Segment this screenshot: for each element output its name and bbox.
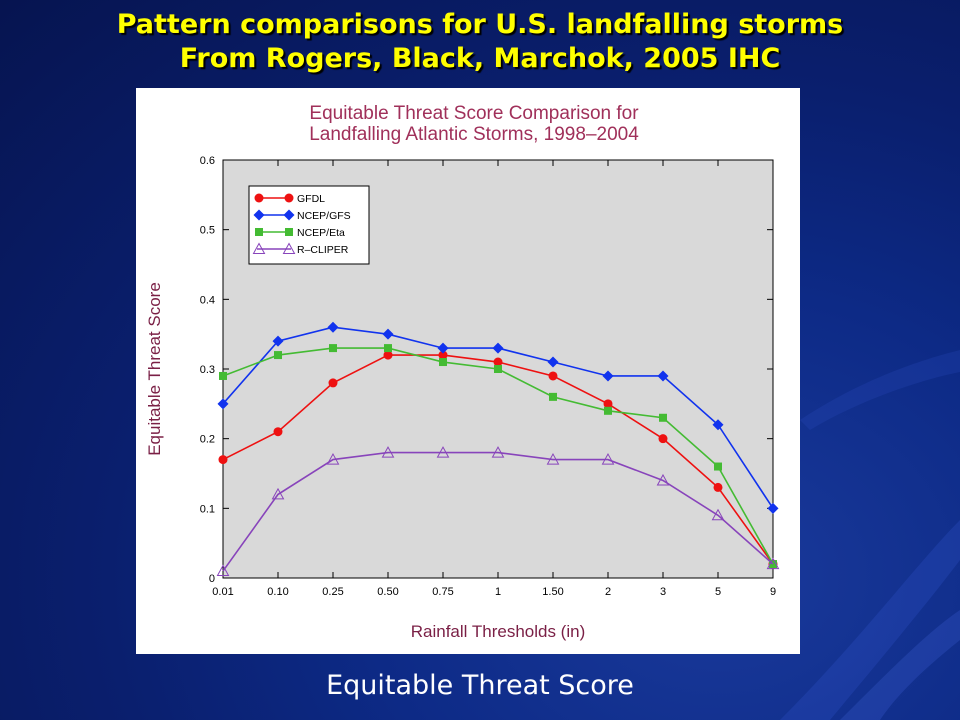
data-point xyxy=(219,371,227,380)
data-point xyxy=(493,357,503,367)
data-point xyxy=(271,487,285,500)
legend-box xyxy=(248,185,370,265)
data-point xyxy=(384,344,392,353)
data-point xyxy=(711,508,725,521)
slide-title-line1: Pattern comparisons for U.S. landfalling… xyxy=(116,9,844,40)
x-tick-label: 0.10 xyxy=(267,586,288,598)
legend-marker xyxy=(283,209,295,221)
legend-marker xyxy=(282,242,296,254)
data-point xyxy=(491,446,505,458)
chart-figure: Equitable Threat Score Comparison for La… xyxy=(136,88,800,654)
data-point xyxy=(601,453,615,465)
y-tick-label: 0 xyxy=(209,573,215,585)
data-point xyxy=(602,370,614,382)
data-point xyxy=(712,419,724,431)
series-3 xyxy=(216,446,780,577)
x-tick-label: 0.50 xyxy=(377,586,398,598)
legend-entry: NCEP/GFS xyxy=(253,209,351,222)
data-point xyxy=(657,370,669,382)
legend-label: GFDL xyxy=(297,193,325,205)
data-point xyxy=(218,455,228,465)
legend-marker xyxy=(285,228,293,236)
data-point xyxy=(714,462,722,471)
data-point xyxy=(713,482,723,492)
y-axis-label: Equitable Threat Score xyxy=(145,282,164,456)
data-point xyxy=(381,446,395,458)
y-tick-label: 0.1 xyxy=(200,503,215,515)
data-point xyxy=(437,342,449,354)
legend-label: NCEP/GFS xyxy=(297,210,351,222)
data-point xyxy=(328,378,338,388)
legend-marker xyxy=(253,209,265,221)
x-axis-label: Rainfall Thresholds (in) xyxy=(411,622,585,641)
data-point xyxy=(272,335,284,347)
data-point xyxy=(436,446,450,458)
data-point xyxy=(217,398,229,410)
chart-title-line2: Landfalling Atlantic Storms, 1998–2004 xyxy=(309,124,639,145)
data-point xyxy=(329,344,337,353)
chart-title-line1: Equitable Threat Score Comparison for xyxy=(309,103,639,124)
data-point xyxy=(604,406,612,415)
data-point xyxy=(273,427,283,437)
data-point xyxy=(547,356,559,368)
series-line xyxy=(222,451,774,572)
series-1 xyxy=(217,321,779,514)
x-tick-label: 5 xyxy=(715,586,721,598)
x-tick-label: 3 xyxy=(660,586,666,598)
x-tick-label: 1.50 xyxy=(542,586,563,598)
y-tick-label: 0.4 xyxy=(200,294,215,306)
data-point xyxy=(658,434,668,444)
data-point xyxy=(767,502,779,514)
slide-title: Pattern comparisons for U.S. landfalling… xyxy=(0,8,960,76)
data-point xyxy=(438,350,448,360)
legend-marker xyxy=(254,193,264,203)
x-tick-label: 0.25 xyxy=(322,586,343,598)
data-point xyxy=(439,358,447,367)
x-tick-label: 9 xyxy=(770,586,776,598)
data-point xyxy=(546,453,560,465)
legend-marker xyxy=(284,193,294,203)
legend-marker xyxy=(252,242,266,254)
data-point xyxy=(603,399,613,409)
legend-label: NCEP/Eta xyxy=(297,227,345,239)
data-point xyxy=(327,321,339,333)
legend-marker xyxy=(255,228,263,236)
y-tick-label: 0.5 xyxy=(200,225,215,237)
data-point xyxy=(656,473,670,486)
x-tick-label: 0.75 xyxy=(432,586,453,598)
data-point xyxy=(274,351,282,360)
y-tick-label: 0.3 xyxy=(200,364,215,376)
legend-entry: GFDL xyxy=(254,193,325,205)
data-point xyxy=(549,392,557,401)
x-tick-label: 2 xyxy=(605,586,611,598)
data-point xyxy=(548,371,558,381)
data-point xyxy=(382,328,394,340)
slide-caption: Equitable Threat Score xyxy=(326,670,634,701)
data-point xyxy=(766,557,780,570)
data-point xyxy=(326,453,340,465)
slide-title-line2: From Rogers, Black, Marchok, 2005 IHC xyxy=(179,43,781,74)
data-point xyxy=(216,564,230,577)
legend-entry: R–CLIPER xyxy=(252,242,349,256)
data-point xyxy=(659,413,667,422)
y-tick-label: 0.2 xyxy=(200,434,215,446)
ets-line-chart: Equitable Threat Score Comparison for La… xyxy=(145,103,780,641)
x-tick-label: 1 xyxy=(495,586,501,598)
x-tick-label: 0.01 xyxy=(212,586,233,598)
data-point xyxy=(494,365,502,373)
legend-label: R–CLIPER xyxy=(297,244,349,256)
legend-entry: NCEP/Eta xyxy=(255,227,345,239)
data-point xyxy=(383,350,393,360)
y-tick-label: 0.6 xyxy=(200,155,215,167)
data-point xyxy=(492,342,504,354)
